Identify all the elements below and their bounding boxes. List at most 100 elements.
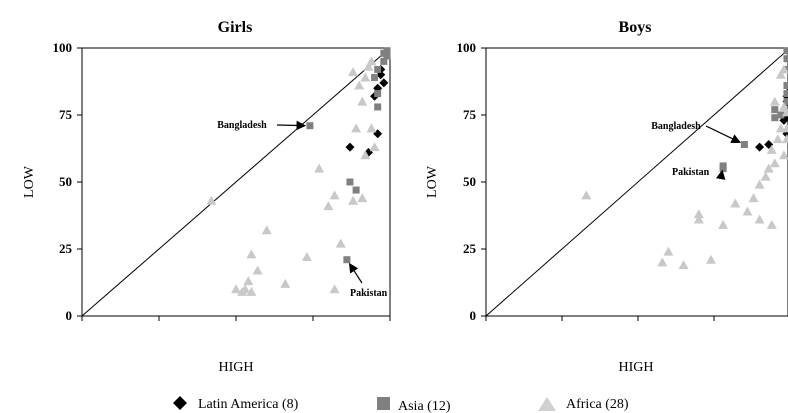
data-point-square <box>306 122 314 130</box>
data-point-triangle <box>363 61 374 71</box>
triangle-marker-icon <box>538 397 556 411</box>
data-point-triangle <box>335 238 346 248</box>
annotation-arrow <box>276 120 307 131</box>
data-point-square <box>374 65 382 73</box>
data-point-square <box>374 103 382 111</box>
data-point-square <box>352 186 360 194</box>
data-point-triangle <box>206 195 217 205</box>
data-point-triangle <box>246 249 257 259</box>
data-point-triangle <box>775 69 786 79</box>
data-point-triangle <box>766 219 777 229</box>
data-point-triangle <box>763 163 774 173</box>
legend: Latin America (8) Asia (12) Africa (28) <box>173 396 629 413</box>
data-point-triangle <box>678 260 689 270</box>
data-point-triangle <box>772 134 783 144</box>
data-point-triangle <box>348 67 359 77</box>
data-point-triangle <box>778 150 788 160</box>
legend-item-africa: Africa (28) <box>538 397 629 412</box>
data-point-square <box>383 52 391 60</box>
data-point-triangle <box>657 257 668 267</box>
annotation-label: Bangladesh <box>651 121 701 132</box>
legend-label: Africa (28) <box>566 397 629 412</box>
data-point-triangle <box>705 254 716 264</box>
legend-label: Latin America (8) <box>198 397 299 412</box>
boys-ytick: 25 <box>463 241 477 256</box>
boys-marks: Bangladesh Pakistan <box>481 47 788 321</box>
data-point-triangle <box>718 219 729 229</box>
annotation-label: Pakistan <box>350 288 388 299</box>
diagonal-line <box>81 47 391 317</box>
girls-ytick: 50 <box>59 174 72 189</box>
data-point-square <box>783 82 788 90</box>
data-point-triangle <box>246 286 257 296</box>
data-point-triangle <box>693 209 704 219</box>
data-point-triangle <box>261 225 272 235</box>
data-point-triangle <box>329 284 340 294</box>
data-point-square <box>740 140 748 148</box>
boys-ytick: 75 <box>463 107 477 122</box>
data-point-triangle <box>360 72 371 82</box>
data-point-square <box>371 73 379 81</box>
girls-xlabel: HIGH <box>219 360 254 375</box>
data-point-square <box>771 114 779 122</box>
boys-title: Boys <box>619 19 652 36</box>
data-point-triangle <box>769 158 780 168</box>
girls-title: Girls <box>218 19 253 36</box>
data-point-triangle <box>781 134 788 144</box>
data-point-square <box>771 106 779 114</box>
data-point-triangle <box>778 64 788 74</box>
girls-ytick: 25 <box>59 241 73 256</box>
girls-ylabel: LOW <box>22 165 37 198</box>
data-point-square <box>719 165 727 173</box>
annotation-arrow <box>348 262 363 284</box>
data-point-triangle <box>314 163 325 173</box>
annotation-arrow <box>705 125 741 143</box>
data-point-triangle <box>351 123 362 133</box>
data-point-square <box>783 55 788 63</box>
diagonal-line <box>485 49 788 317</box>
data-point-triangle <box>252 265 263 275</box>
data-point-triangle <box>754 179 765 189</box>
data-point-triangle <box>280 278 291 288</box>
data-point-triangle <box>754 214 765 224</box>
data-point-square <box>374 90 382 98</box>
data-point-triangle <box>348 195 359 205</box>
data-point-triangle <box>354 80 365 90</box>
data-point-triangle <box>243 276 254 286</box>
data-point-square <box>777 111 785 119</box>
data-point-square <box>783 98 788 106</box>
data-point-triangle <box>693 214 704 224</box>
girls-marks: Bangladesh Pakistan <box>77 47 391 321</box>
data-point-triangle <box>781 107 788 117</box>
data-point-diamond <box>345 142 355 152</box>
data-point-triangle <box>748 193 759 203</box>
data-point-triangle <box>742 206 753 216</box>
legend-item-asia: Asia (12) <box>377 397 451 413</box>
data-point-triangle <box>366 123 377 133</box>
data-point-diamond <box>755 142 765 152</box>
boys-ytick: 50 <box>463 174 476 189</box>
data-point-triangle <box>231 284 241 294</box>
boys-ytick: 100 <box>457 40 477 55</box>
boys-panel: Boys 0 25 50 75 100 LOW HIGH Bangladesh P… <box>425 19 788 375</box>
data-point-square <box>346 178 354 186</box>
girls-ytick: 100 <box>53 40 73 55</box>
annotation-label: Bangladesh <box>217 120 267 131</box>
legend-item-latin-america: Latin America (8) <box>173 396 299 412</box>
data-point-triangle <box>760 171 771 181</box>
data-point-triangle <box>357 96 368 106</box>
girls-yticks: 0 25 50 75 100 <box>53 40 73 323</box>
data-point-triangle <box>323 201 334 211</box>
data-point-triangle <box>781 123 788 133</box>
girls-ytick: 75 <box>59 107 73 122</box>
boys-yticks: 0 25 50 75 100 <box>457 40 477 323</box>
data-point-triangle <box>237 286 248 296</box>
data-point-triangle <box>369 142 380 152</box>
data-point-triangle <box>663 246 674 256</box>
data-point-triangle <box>301 252 312 262</box>
data-point-triangle <box>360 150 371 160</box>
data-point-triangle <box>766 144 777 154</box>
data-point-triangle <box>778 101 788 111</box>
legend-label: Asia (12) <box>398 399 451 413</box>
girls-panel: Girls 0 25 50 75 100 LOW HIGH Bangladesh… <box>22 19 391 375</box>
